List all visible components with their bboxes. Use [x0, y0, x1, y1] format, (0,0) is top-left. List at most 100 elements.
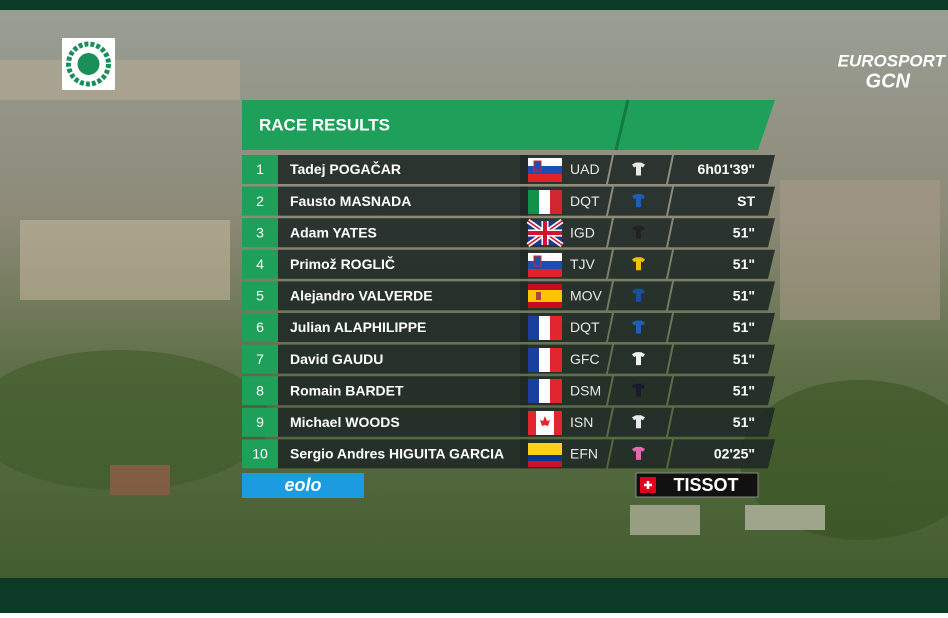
jersey-icon	[632, 415, 645, 429]
jersey-icon	[632, 320, 645, 334]
rank: 2	[256, 193, 264, 209]
time-cell	[668, 218, 775, 248]
team-code: DSM	[570, 382, 601, 398]
time: 6h01'39"	[698, 161, 755, 177]
jersey-icon	[632, 383, 645, 397]
rider-name: Primož ROGLIČ	[290, 255, 395, 272]
result-row: 9 Michael WOODS ISN 51"	[242, 407, 775, 437]
team-code: MOV	[570, 288, 603, 304]
bottom-border	[0, 578, 948, 613]
sponsor-right-cross	[644, 481, 652, 489]
header-title: RACE RESULTS	[259, 115, 390, 134]
rider-name: Julian ALAPHILIPPE	[290, 319, 426, 335]
rank: 10	[252, 446, 268, 462]
time: 51"	[733, 224, 755, 240]
result-row: 1 Tadej POGAČAR UAD 6h01'39"	[242, 155, 775, 184]
rider-cell	[278, 313, 528, 342]
time-cell	[668, 344, 775, 374]
rank-cell	[242, 376, 278, 406]
rank-cell	[242, 155, 278, 184]
rider-cell	[278, 186, 528, 216]
team-code: GFC	[570, 351, 600, 367]
rank-cell	[242, 249, 278, 279]
rank-cell	[242, 344, 278, 374]
jersey-icon	[632, 257, 645, 271]
race-logo	[62, 38, 115, 90]
rider-cell	[278, 249, 528, 279]
time: 51"	[733, 414, 755, 430]
rank: 8	[256, 382, 264, 398]
result-row: 8 Romain BARDET DSM 51"	[242, 376, 775, 406]
result-row: 5 Alejandro VALVERDE MOV 51"	[242, 281, 775, 311]
jersey-icon	[632, 352, 645, 366]
rank: 6	[256, 319, 264, 335]
broadcaster-channel: GCN	[866, 70, 911, 92]
rider-name: Romain BARDET	[290, 382, 404, 398]
rider-name: Michael WOODS	[290, 414, 400, 430]
result-row: 6 Julian ALAPHILIPPE DQT 51"	[242, 313, 775, 342]
rider-cell	[278, 281, 528, 311]
team-code: ISN	[570, 414, 593, 430]
header-bar	[242, 100, 775, 150]
rank: 5	[256, 288, 264, 304]
team-code: DQT	[570, 319, 600, 335]
team-code: UAD	[570, 161, 600, 177]
jersey-icon	[632, 288, 645, 302]
header-divider	[614, 99, 630, 151]
result-row: 10 Sergio Andres HIGUITA GARCIA EFN 02'25"	[242, 439, 775, 469]
team-code: DQT	[570, 193, 600, 209]
rank-cell	[242, 439, 278, 469]
team-code: EFN	[570, 446, 598, 462]
team-code: IGD	[570, 224, 595, 240]
rank: 4	[256, 256, 264, 272]
rank-cell	[242, 407, 278, 437]
time-cell	[668, 281, 775, 311]
time: ST	[737, 193, 755, 209]
rider-cell	[278, 439, 528, 469]
rider-name: Adam YATES	[290, 224, 377, 240]
rider-name: David GAUDU	[290, 351, 383, 367]
result-row: 4 Primož ROGLIČ TJV 51"	[242, 249, 775, 279]
jersey-icon	[632, 446, 645, 460]
result-row: 2 Fausto MASNADA DQT ST	[242, 186, 775, 216]
rider-cell	[278, 344, 528, 374]
sponsor-right-panel	[635, 472, 759, 498]
time: 51"	[733, 382, 755, 398]
result-row: 7 David GAUDU GFC 51"	[242, 344, 775, 374]
sponsor-left: eolo	[284, 475, 321, 495]
top-border	[0, 0, 948, 10]
rank-cell	[242, 218, 278, 248]
rider-name: Tadej POGAČAR	[290, 160, 401, 177]
rider-cell	[278, 218, 528, 248]
time: 51"	[733, 288, 755, 304]
rank-cell	[242, 313, 278, 342]
rider-cell	[278, 376, 528, 406]
rank: 1	[256, 161, 264, 177]
rank-cell	[242, 281, 278, 311]
rider-cell	[278, 155, 528, 184]
time-cell	[668, 376, 775, 406]
time-cell	[668, 155, 775, 184]
rank: 9	[256, 414, 264, 430]
time: 02'25"	[714, 446, 755, 462]
time-cell	[668, 313, 775, 342]
time-cell	[668, 407, 775, 437]
rider-name: Alejandro VALVERDE	[290, 288, 433, 304]
jersey-icon	[632, 225, 645, 239]
rider-name: Sergio Andres HIGUITA GARCIA	[290, 446, 504, 462]
jersey-icon	[632, 162, 645, 176]
rank: 7	[256, 351, 264, 367]
jersey-icon	[632, 194, 645, 208]
rank: 3	[256, 224, 264, 240]
sponsor-right: TISSOT	[673, 475, 738, 495]
team-code: TJV	[570, 256, 596, 272]
sponsor-left-panel	[242, 473, 364, 498]
time: 51"	[733, 351, 755, 367]
result-row: 3 Adam YATES IGD 51"	[242, 218, 775, 248]
rider-name: Fausto MASNADA	[290, 193, 411, 209]
scenery	[0, 60, 948, 540]
time-cell	[668, 439, 775, 469]
rank-cell	[242, 186, 278, 216]
time: 51"	[733, 256, 755, 272]
